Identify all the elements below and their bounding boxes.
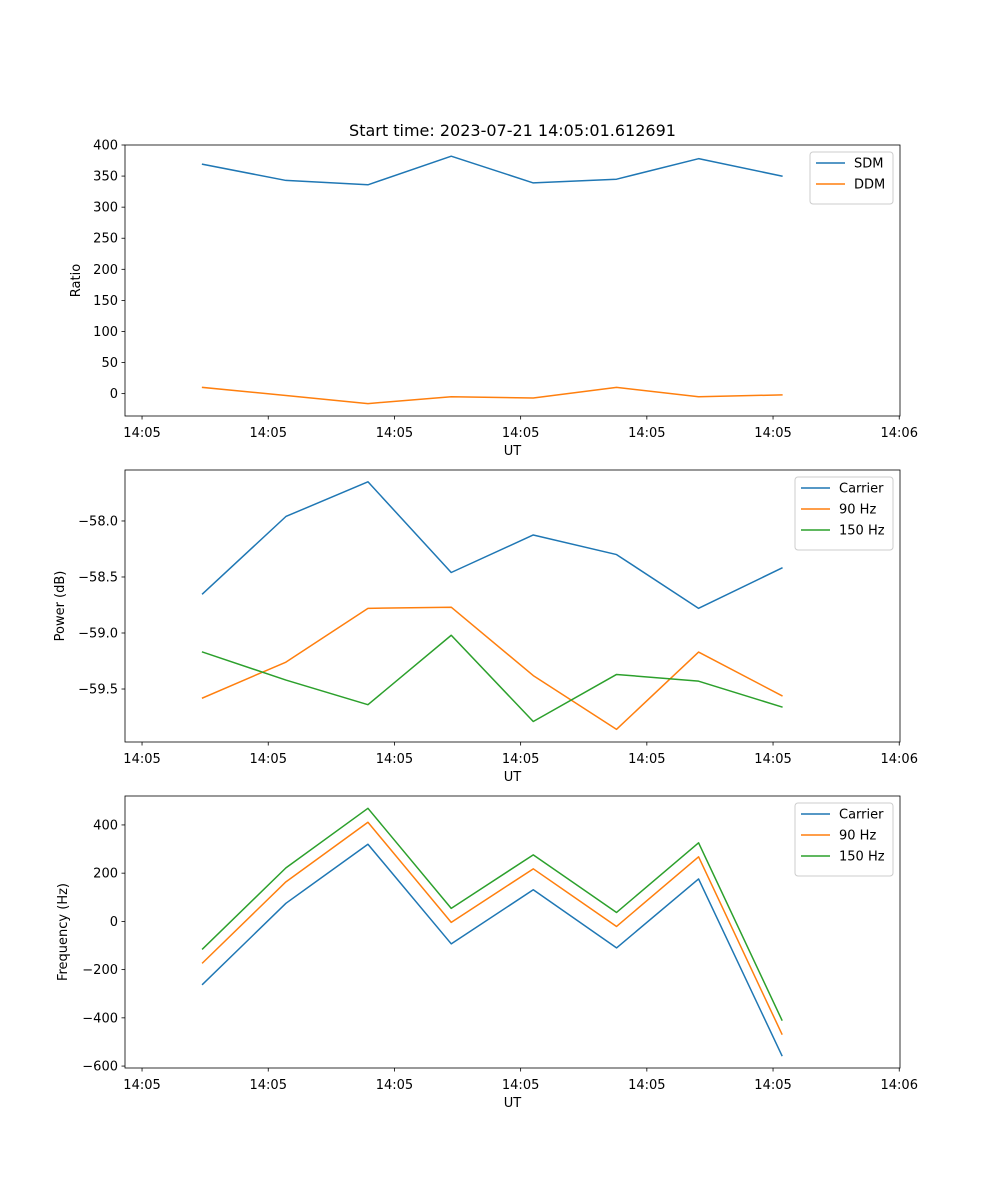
series-line-90-hz	[201, 821, 783, 1035]
series-group	[201, 481, 783, 731]
legend-box	[794, 476, 894, 551]
series-line-90-hz	[201, 606, 783, 731]
y-tick-label: −59.0	[78, 626, 118, 641]
x-tick-label: 14:05	[628, 752, 665, 767]
y-tick-label: −58.5	[78, 570, 118, 585]
y-tick-label: 300	[93, 201, 118, 216]
x-tick-label: 14:05	[250, 752, 287, 767]
series-line-150-hz	[201, 634, 783, 723]
legend: Carrier 90 Hz 150 Hz	[794, 476, 894, 551]
legend-label: 90 Hz	[839, 503, 876, 518]
x-tick-label: 14:05	[502, 1078, 539, 1093]
legend: SDM DDM	[809, 151, 894, 205]
series-line-150-hz	[201, 807, 783, 1022]
y-tick-label: 100	[93, 325, 118, 340]
y-tick-label: −59.5	[78, 683, 118, 698]
x-tick-label: 14:05	[628, 426, 665, 441]
x-tick-label: 14:05	[376, 426, 413, 441]
y-tick-label: −200	[82, 963, 118, 978]
x-tick-label: 14:05	[376, 752, 413, 767]
y-tick-label: 400	[93, 818, 118, 833]
x-tick-label: 14:05	[250, 1078, 287, 1093]
x-axis-label: UT	[504, 1096, 522, 1111]
legend: Carrier 90 Hz 150 Hz	[794, 802, 894, 877]
figure-title: Start time: 2023-07-21 14:05:01.612691	[349, 121, 676, 140]
axes-frame	[124, 144, 901, 417]
series-line-sdm	[201, 155, 783, 186]
y-axis-label: Frequency (Hz)	[56, 883, 71, 981]
y-axis-label: Ratio	[69, 264, 84, 297]
x-axis-label: UT	[504, 770, 522, 785]
x-tick-label: 14:05	[502, 752, 539, 767]
y-tick-label: −600	[82, 1060, 118, 1075]
y-axis-label: Power (dB)	[53, 571, 68, 642]
series-group	[201, 807, 783, 1057]
panel-1: 14:05 14:05 14:05 14:05 14:05 14:05 14:06 0 50 10…	[69, 139, 918, 460]
legend-box	[794, 802, 894, 877]
y-tick-label: −400	[82, 1011, 118, 1026]
panel-2: 14:05 14:05 14:05 14:05 14:05 14:05 14:06 −58.0…	[53, 469, 918, 785]
y-tick-label: 50	[101, 356, 118, 371]
legend-label: Carrier	[839, 808, 884, 823]
series-line-ddm	[201, 386, 783, 405]
legend-label: SDM	[854, 157, 883, 172]
x-tick-label: 14:06	[881, 752, 918, 767]
legend-box	[809, 151, 894, 205]
y-tick-label: 200	[93, 867, 118, 882]
x-tick-label: 14:05	[123, 752, 160, 767]
y-tick-label: 250	[93, 232, 118, 247]
series-line-carrier	[201, 843, 783, 1057]
x-tick-label: 14:05	[123, 1078, 160, 1093]
legend-label: 90 Hz	[839, 829, 876, 844]
x-tick-label: 14:05	[754, 1078, 791, 1093]
x-tick-label: 14:05	[628, 1078, 665, 1093]
x-tick-label: 14:05	[754, 752, 791, 767]
x-tick-label: 14:06	[881, 1078, 918, 1093]
axes-frame	[124, 469, 901, 743]
legend-label: 150 Hz	[839, 524, 885, 539]
y-tick-label: 350	[93, 170, 118, 185]
y-tick-label: 200	[93, 263, 118, 278]
panels: 14:05 14:05 14:05 14:05 14:05 14:05 14:06 0 50 10…	[53, 139, 918, 1112]
legend-label: DDM	[854, 178, 885, 193]
x-axis-label: UT	[504, 444, 522, 459]
legend-label: 150 Hz	[839, 850, 885, 865]
legend-label: Carrier	[839, 482, 884, 497]
y-tick-label: 150	[93, 294, 118, 309]
y-tick-label: 0	[110, 387, 118, 402]
x-tick-label: 14:05	[754, 426, 791, 441]
series-line-carrier	[201, 481, 783, 610]
x-tick-label: 14:06	[881, 426, 918, 441]
series-group	[201, 155, 783, 405]
x-tick-label: 14:05	[250, 426, 287, 441]
panel-3: 14:05 14:05 14:05 14:05 14:05 14:05 14:06 400 20…	[56, 795, 918, 1111]
y-tick-label: 0	[110, 915, 118, 930]
x-tick-label: 14:05	[376, 1078, 413, 1093]
y-tick-label: −58.0	[78, 514, 118, 529]
y-tick-label: 400	[93, 139, 118, 154]
x-tick-label: 14:05	[502, 426, 539, 441]
axes-frame	[124, 795, 901, 1069]
x-tick-label: 14:05	[123, 426, 160, 441]
